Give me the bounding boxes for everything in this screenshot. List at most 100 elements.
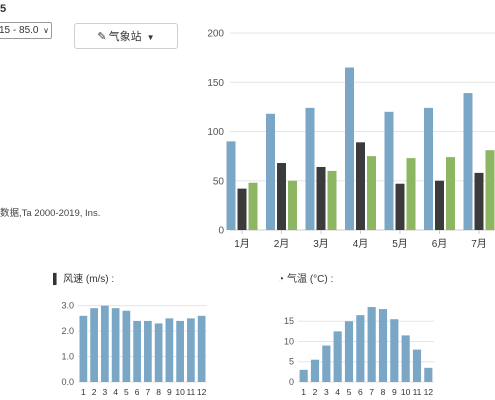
bar	[378, 309, 388, 382]
signal-bars-icon: ▌	[53, 274, 61, 285]
station-dropdown-button[interactable]: ✎ 气象站 ▼	[74, 23, 178, 49]
x-tick-label: 2	[313, 387, 318, 397]
x-tick-label: 6	[135, 387, 140, 397]
bar-series2	[435, 180, 444, 230]
bar-series3	[406, 158, 416, 230]
x-tick-label: 4	[113, 387, 118, 397]
bar	[154, 323, 163, 382]
bar-series2	[316, 166, 326, 230]
bar	[111, 308, 120, 382]
y-tick-label: 0	[218, 226, 224, 237]
chevron-down-icon: ∨	[43, 26, 49, 35]
bar-series2	[395, 183, 405, 230]
x-tick-label: 7	[146, 387, 151, 397]
bar	[165, 318, 174, 382]
bar	[401, 335, 410, 382]
bar-series2	[237, 188, 247, 230]
bar	[79, 315, 88, 382]
bar	[344, 321, 354, 382]
x-tick-label: 9	[392, 387, 397, 397]
header-number: 5	[0, 3, 7, 15]
bar	[90, 308, 98, 382]
x-tick-label: 10	[175, 387, 185, 397]
bar-series1	[463, 93, 473, 231]
x-tick-label: 9	[167, 387, 172, 397]
y-tick-label: 2.0	[61, 326, 74, 336]
bar	[187, 318, 195, 382]
bar-series3	[367, 156, 376, 230]
bar-series3	[446, 157, 455, 230]
x-tick-label: 4	[335, 387, 340, 397]
x-tick-label: 4月	[353, 238, 369, 250]
x-tick-label: 7	[369, 387, 374, 397]
y-tick-label: 50	[213, 176, 225, 187]
bar	[197, 315, 206, 382]
x-tick-label: 5	[347, 387, 352, 397]
monthly-bar-chart: 0 50 100 150 200 1月 2月 3月 4月 5月 6月 7月	[207, 29, 495, 250]
x-tick-label: 6	[358, 387, 363, 397]
x-tick-label: 12	[424, 387, 434, 397]
range-select-value: 15 - 85.0	[0, 25, 39, 36]
bar	[424, 367, 433, 382]
bar-series3	[485, 150, 495, 230]
station-button-label: 气象站	[108, 31, 142, 43]
x-tick-label: 3	[324, 387, 329, 397]
temp-title-label: 气温 (°C) :	[287, 274, 334, 285]
x-tick-label: 5月	[392, 238, 408, 250]
x-tick-label: 1	[81, 387, 86, 397]
bar	[412, 349, 422, 382]
y-tick-label: 200	[207, 29, 224, 40]
bar	[176, 320, 184, 382]
bar	[144, 320, 152, 382]
x-tick-label: 2	[92, 387, 97, 397]
bar-series1	[424, 107, 433, 230]
y-tick-label: 5	[289, 357, 294, 367]
x-tick-label: 5	[124, 387, 129, 397]
bar	[367, 307, 376, 382]
temperature-chart-title: ◔ 气温 (°C) :	[278, 270, 333, 285]
y-tick-label: 10	[284, 336, 294, 346]
bar	[390, 319, 399, 382]
bar-series1	[226, 141, 236, 230]
bar-series1	[384, 111, 394, 230]
x-tick-label: 1月	[234, 238, 250, 250]
y-tick-label: 0.0	[61, 377, 74, 387]
y-tick-label: 1.0	[61, 352, 74, 362]
wind-chart-title: ▌ 风速 (m/s) :	[53, 270, 114, 285]
wind-speed-chart: 0.01.02.03.01 2 3 4 5 6 7 8 9 10 11 12	[61, 301, 207, 397]
y-tick-label: 15	[284, 316, 294, 326]
y-tick-label: 0	[289, 377, 294, 387]
x-tick-label: 7月	[471, 238, 487, 250]
bar	[333, 331, 342, 382]
x-tick-label: 6月	[432, 238, 448, 250]
x-tick-label: 11	[186, 387, 195, 397]
x-tick-label: 10	[401, 387, 411, 397]
x-tick-label: 8	[381, 387, 386, 397]
gauge-icon: ◔	[278, 274, 285, 285]
bar	[101, 305, 109, 382]
bar-series3	[288, 180, 297, 230]
data-source-note: 数据,Ta 2000-2019, Ins.	[0, 208, 101, 219]
bar-series2	[474, 172, 484, 230]
bar-series1	[266, 113, 275, 230]
x-tick-label: 3	[103, 387, 108, 397]
bar-series2	[356, 142, 365, 230]
bar-series3	[248, 182, 258, 230]
x-tick-label: 8	[156, 387, 161, 397]
x-tick-label: 12	[197, 387, 207, 397]
y-tick-label: 3.0	[61, 301, 74, 311]
caret-down-icon: ▼	[146, 33, 155, 42]
y-tick-label: 100	[207, 127, 224, 138]
bar	[356, 315, 365, 382]
range-select[interactable]: 15 - 85.0 ∨	[0, 22, 52, 39]
bar	[122, 310, 131, 382]
x-tick-label: 3月	[313, 238, 329, 250]
y-tick-label: 150	[207, 78, 224, 89]
bar-series1	[345, 67, 354, 230]
edit-icon: ✎	[97, 31, 107, 43]
x-tick-label: 2月	[274, 238, 290, 250]
bar	[133, 320, 141, 382]
bar-series1	[305, 107, 315, 230]
wind-title-label: 风速 (m/s) :	[63, 274, 115, 285]
